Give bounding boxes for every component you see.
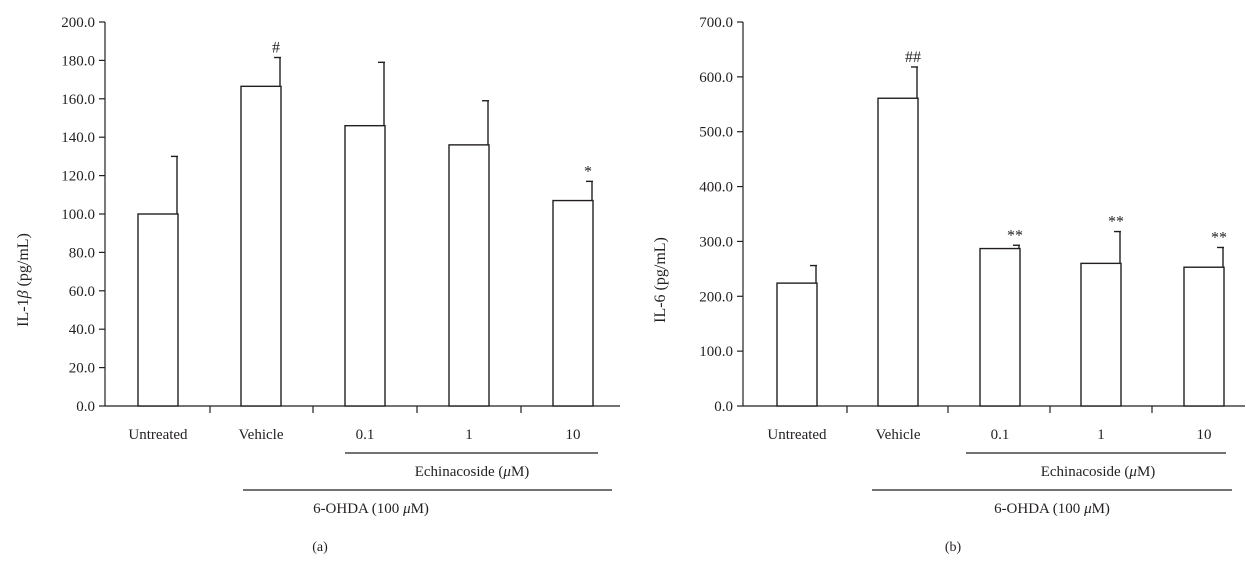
significance-mark: ** <box>1211 229 1227 246</box>
y-tick-label: 500.0 <box>699 125 733 141</box>
bar-il6-3 <box>1080 262 1122 407</box>
significance-mark: ** <box>1007 227 1023 244</box>
bars-il1b: #* <box>137 40 594 407</box>
x-category-label: 0.1 <box>991 427 1010 443</box>
x-category-label: 10 <box>566 427 581 443</box>
y-tick-label: 80.0 <box>69 245 95 261</box>
x-category-label: 1 <box>465 427 473 443</box>
y-tick-label: 40.0 <box>69 322 95 338</box>
y-tick-label: 180.0 <box>61 53 95 69</box>
significance-mark: # <box>272 40 280 57</box>
bar-il6-0 <box>776 282 818 407</box>
y-axis-label-il6: IL-6 (pg/mL) <box>652 237 669 323</box>
panel-label-b: (b) <box>945 540 962 555</box>
y-tick-label: 200.0 <box>699 289 733 305</box>
x-category-label: Vehicle <box>239 427 284 443</box>
y-tick-label: 0.0 <box>714 399 733 415</box>
svg-text:Echinacoside (μM): Echinacoside (μM) <box>415 464 530 480</box>
y-tick-label: 200.0 <box>61 15 95 31</box>
bar-il6-4 <box>1183 266 1225 407</box>
x-category-label: Vehicle <box>876 427 921 443</box>
bar-il1b-2 <box>344 124 386 407</box>
y-tick-label: 60.0 <box>69 284 95 300</box>
panel-label-a: (a) <box>312 540 328 555</box>
x-category-label: Untreated <box>767 427 827 443</box>
svg-text:6-OHDA (100 μM): 6-OHDA (100 μM) <box>994 501 1110 517</box>
y-ticks-il1b: 0.0 20.0 40.0 60.0 80.0 100.0 120.0 140.0 160.0 1… <box>61 15 105 415</box>
x-categories-il6: Untreated Vehicle 0.1 1 10 <box>767 427 1211 443</box>
significance-mark: * <box>584 163 592 180</box>
y-tick-label: 140.0 <box>61 130 95 146</box>
y-tick-label: 600.0 <box>699 70 733 86</box>
bar-il1b-0 <box>137 213 179 407</box>
bracket-6ohda-b: 6-OHDA (100 μM) <box>872 489 1232 517</box>
x-category-label: 0.1 <box>356 427 375 443</box>
x-category-label: 1 <box>1097 427 1105 443</box>
bar-il1b-3 <box>448 144 490 407</box>
y-ticks-il6: 0.0 100.0 200.0 300.0 400.0 500.0 600.0 700.0 <box>699 15 743 415</box>
bar-il6-2 <box>979 247 1021 407</box>
y-tick-label: 160.0 <box>61 92 95 108</box>
svg-text:Echinacoside (μM): Echinacoside (μM) <box>1041 464 1156 480</box>
y-tick-label: 400.0 <box>699 180 733 196</box>
y-tick-label: 700.0 <box>699 15 733 31</box>
bracket-6ohda-a: 6-OHDA (100 μM) <box>243 489 612 517</box>
bracket-echinacoside-a: Echinacoside (μM) <box>345 452 598 480</box>
x-categories-il1b: Untreated Vehicle 0.1 1 10 <box>128 427 580 443</box>
significance-mark: ## <box>905 49 921 66</box>
bar-il1b-1 <box>240 85 282 407</box>
x-category-label: Untreated <box>128 427 188 443</box>
y-tick-label: 20.0 <box>69 361 95 377</box>
x-category-label: 10 <box>1197 427 1212 443</box>
chart-il6: 0.0 100.0 200.0 300.0 400.0 500.0 600.0 700.0 #… <box>652 15 1245 555</box>
y-tick-label: 100.0 <box>61 207 95 223</box>
significance-mark: ** <box>1108 214 1124 231</box>
svg-text:6-OHDA (100 μM): 6-OHDA (100 μM) <box>313 501 429 517</box>
y-tick-label: 300.0 <box>699 234 733 250</box>
y-tick-label: 100.0 <box>699 344 733 360</box>
y-tick-label: 120.0 <box>61 169 95 185</box>
y-axis-label-il1b: IL-1β (pg/mL) <box>15 233 32 327</box>
bar-il1b-4 <box>552 199 594 407</box>
bracket-echinacoside-b: Echinacoside (μM) <box>966 452 1226 480</box>
chart-il1b: 0.0 20.0 40.0 60.0 80.0 100.0 120.0 140.0 160.0 1… <box>15 15 620 555</box>
bar-il6-1 <box>877 97 919 407</box>
y-tick-label: 0.0 <box>76 399 95 415</box>
bars-il6: ## ** ** ** <box>776 49 1227 407</box>
